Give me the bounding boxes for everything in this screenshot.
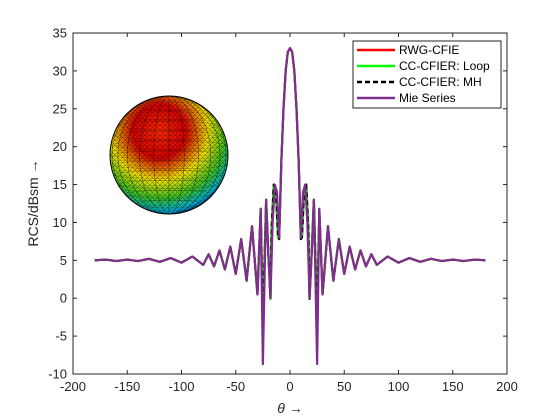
y-tick-label: 0 [60,291,67,306]
legend-entry-label: Mie Series [399,91,456,105]
x-tick-label: 0 [286,379,293,394]
legend-entry-label: RWG-CFIE [399,43,459,57]
axis-ticks: -200 -150 -100 -50 0 50 100 150 200-10-505101520… [48,26,518,395]
legend-entry-label: CC-CFIER: MH [399,75,482,89]
legend-entry-label: CC-CFIER: Loop [399,59,490,73]
y-tick-label: 10 [53,215,67,230]
x-tick-label: -50 [226,379,245,394]
x-tick-label: -200 [60,379,86,394]
sphere-mesh-icon [109,95,229,215]
x-axis-label: θ → [277,400,302,416]
y-tick-label: 5 [60,253,67,268]
y-tick-label: -10 [48,367,67,382]
series-line-3 [94,47,486,366]
y-tick-label: 15 [53,177,67,192]
legend: RWG-CFIE CC-CFIER: Loop CC-CFIER: MH Mie Se… [352,40,502,109]
y-tick-label: 35 [53,26,67,41]
series-layer [94,47,486,366]
x-tick-label: -100 [168,379,194,394]
x-tick-label: 200 [496,379,518,394]
x-tick-label: 50 [337,379,351,394]
x-tick-label: -150 [114,379,140,394]
y-axis-label: RCS/dBsm → [25,159,41,246]
x-tick-label: 100 [388,379,410,394]
y-tick-label: 25 [53,101,67,116]
x-tick-label: 150 [442,379,464,394]
y-tick-label: -5 [55,329,67,344]
y-tick-label: 20 [53,139,67,154]
y-tick-label: 30 [53,63,67,78]
